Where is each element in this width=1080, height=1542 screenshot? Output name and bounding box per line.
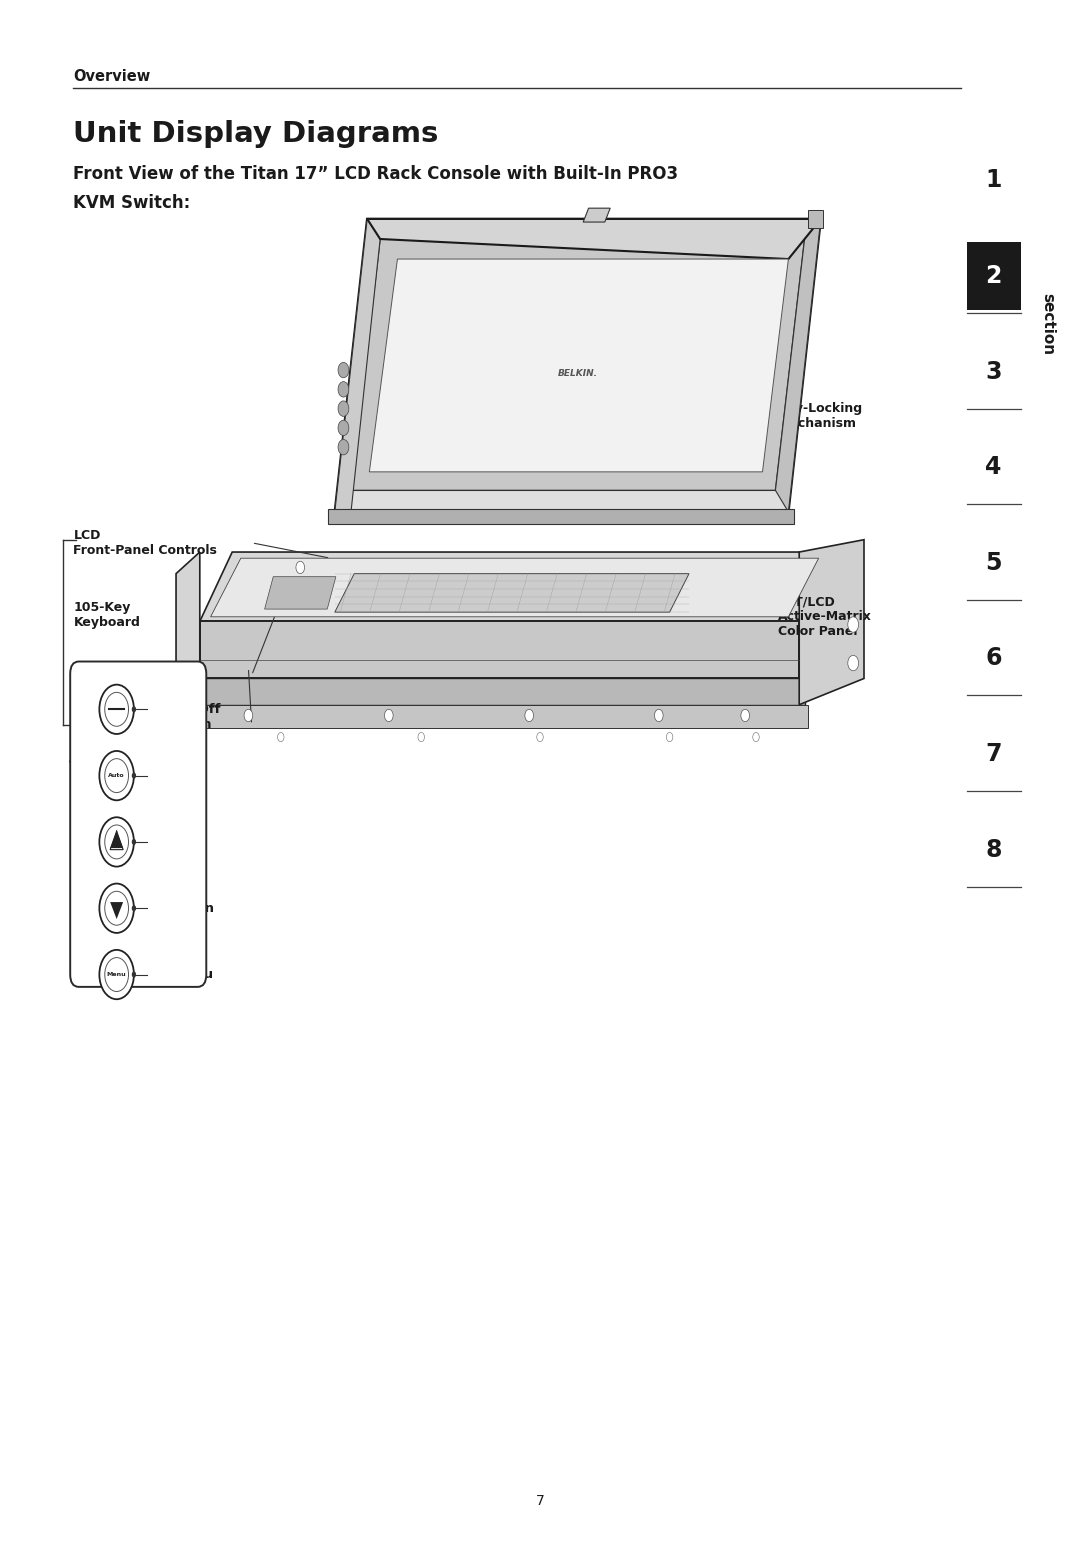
Circle shape xyxy=(848,655,859,671)
Text: LCD
Front-Panel Controls: LCD Front-Panel Controls xyxy=(73,529,217,557)
Circle shape xyxy=(105,958,129,992)
Polygon shape xyxy=(176,552,200,728)
Circle shape xyxy=(418,732,424,742)
Bar xyxy=(808,210,823,228)
Text: Down: Down xyxy=(173,902,215,914)
Text: Front View of the Titan 17” LCD Rack Console with Built-In PRO3: Front View of the Titan 17” LCD Rack Con… xyxy=(73,165,678,183)
Text: 3: 3 xyxy=(985,359,1002,384)
Text: 5: 5 xyxy=(985,550,1002,575)
Circle shape xyxy=(99,817,134,867)
Text: Menu: Menu xyxy=(173,968,214,981)
Polygon shape xyxy=(176,678,200,728)
Polygon shape xyxy=(583,208,610,222)
Circle shape xyxy=(338,382,349,398)
Polygon shape xyxy=(265,577,336,609)
Circle shape xyxy=(132,773,136,779)
Text: TFT/LCD
Active-Matrix
Color Panel: TFT/LCD Active-Matrix Color Panel xyxy=(778,595,872,638)
Text: On/Off: On/Off xyxy=(173,703,221,715)
Circle shape xyxy=(132,905,136,911)
Text: Unit Display Diagrams: Unit Display Diagrams xyxy=(73,120,438,148)
Text: section: section xyxy=(1040,293,1055,355)
Polygon shape xyxy=(369,259,788,472)
Circle shape xyxy=(105,692,129,726)
Text: BELKIN.: BELKIN. xyxy=(557,369,598,378)
Circle shape xyxy=(338,421,349,436)
FancyBboxPatch shape xyxy=(967,242,1021,310)
Text: Key-Locking
Mechanism: Key-Locking Mechanism xyxy=(778,402,863,430)
Circle shape xyxy=(105,759,129,793)
Circle shape xyxy=(132,839,136,845)
Circle shape xyxy=(278,732,284,742)
Polygon shape xyxy=(110,831,123,848)
Circle shape xyxy=(99,884,134,933)
Polygon shape xyxy=(110,902,123,919)
Polygon shape xyxy=(799,540,864,705)
Text: Menu: Menu xyxy=(107,971,126,978)
Circle shape xyxy=(99,751,134,800)
Polygon shape xyxy=(184,678,805,705)
Circle shape xyxy=(105,891,129,925)
FancyBboxPatch shape xyxy=(70,662,206,987)
Circle shape xyxy=(99,950,134,999)
Text: Up: Up xyxy=(173,836,193,848)
Text: Auto: Auto xyxy=(108,773,125,779)
Polygon shape xyxy=(775,219,821,512)
Text: Overview: Overview xyxy=(73,69,151,85)
Text: KVM Switch:: KVM Switch: xyxy=(73,194,191,213)
Text: 105-Key
Keyboard: 105-Key Keyboard xyxy=(73,601,140,629)
Text: 7: 7 xyxy=(536,1494,544,1508)
Polygon shape xyxy=(328,509,794,524)
Polygon shape xyxy=(335,574,689,612)
Text: 6: 6 xyxy=(985,646,1002,671)
Circle shape xyxy=(741,709,750,722)
Polygon shape xyxy=(200,552,832,621)
Text: Touch Pad: Touch Pad xyxy=(73,669,145,682)
Text: Auto: Auto xyxy=(173,769,208,782)
Circle shape xyxy=(132,971,136,978)
Circle shape xyxy=(525,709,534,722)
Circle shape xyxy=(848,617,859,632)
Polygon shape xyxy=(200,621,799,678)
Polygon shape xyxy=(176,705,808,728)
Text: 1: 1 xyxy=(985,168,1002,193)
Circle shape xyxy=(384,709,393,722)
Circle shape xyxy=(338,401,349,416)
Circle shape xyxy=(654,709,663,722)
Circle shape xyxy=(244,709,253,722)
Polygon shape xyxy=(335,219,380,512)
Circle shape xyxy=(666,732,673,742)
Circle shape xyxy=(338,362,349,378)
Text: 2: 2 xyxy=(985,264,1002,288)
Polygon shape xyxy=(351,239,805,490)
Circle shape xyxy=(537,732,543,742)
Circle shape xyxy=(753,732,759,742)
Circle shape xyxy=(296,561,305,574)
Circle shape xyxy=(338,439,349,455)
Text: Rail-Release Button: Rail-Release Button xyxy=(73,719,212,731)
Text: 4: 4 xyxy=(985,455,1002,480)
Circle shape xyxy=(105,825,129,859)
Circle shape xyxy=(99,685,134,734)
Text: 8: 8 xyxy=(985,837,1002,862)
Polygon shape xyxy=(367,219,821,259)
Polygon shape xyxy=(335,219,821,512)
Circle shape xyxy=(132,706,136,712)
Text: 7: 7 xyxy=(985,742,1002,766)
Polygon shape xyxy=(211,558,819,617)
